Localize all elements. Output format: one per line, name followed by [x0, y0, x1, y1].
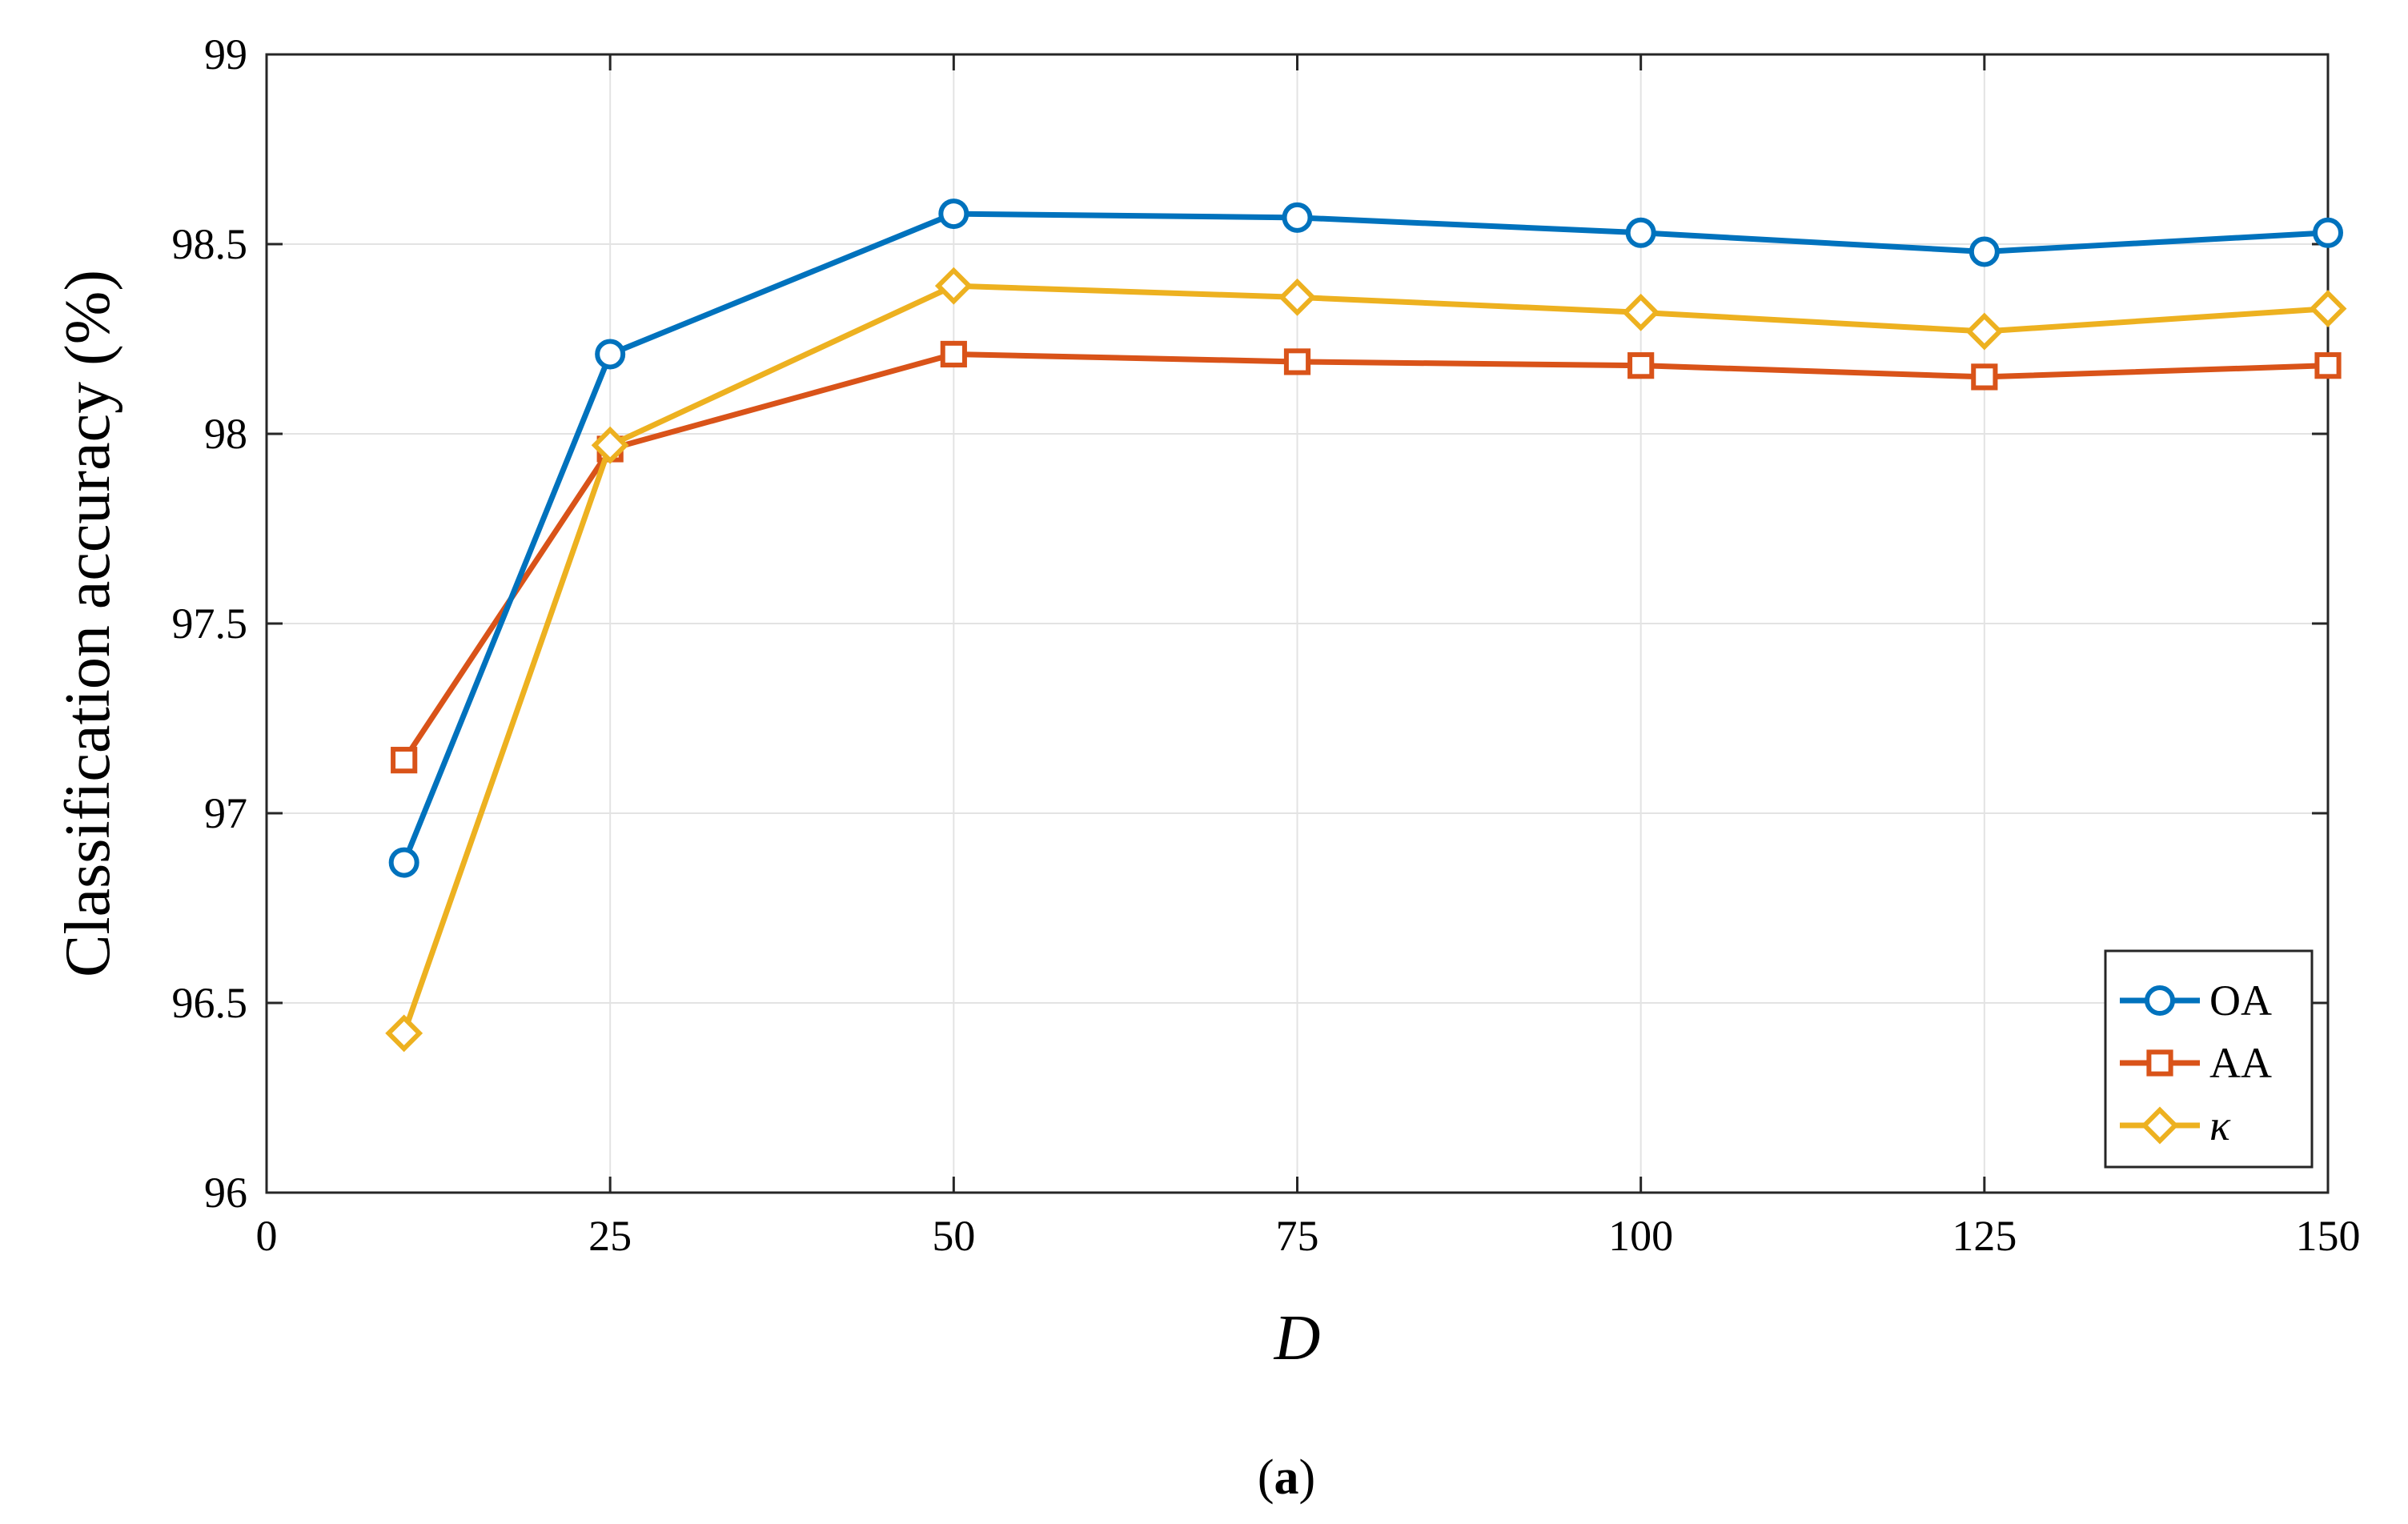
series-line: [401, 283, 2329, 1035]
data-point: [391, 747, 418, 774]
data-point: [1282, 202, 1313, 233]
y-tick-label: 99: [204, 30, 247, 78]
y-tick-label: 97: [204, 789, 247, 837]
x-tick-label: 75: [1276, 1212, 1319, 1260]
series-line: [401, 211, 2329, 864]
y-tick-label: 96.5: [172, 979, 248, 1027]
legend-item: κ: [2120, 1101, 2231, 1149]
legend-marker: [2141, 1106, 2179, 1145]
series-lines: [385, 199, 2347, 1053]
x-tick-label: 125: [1952, 1212, 2017, 1260]
x-axis-title: D: [1274, 1303, 1321, 1374]
axis-ticks: 0 25 50 75 100 125 150 96 96.5 97 97.5 98 98.5 99: [172, 30, 2361, 1260]
data-point: [1283, 348, 1311, 375]
legend-marker: [2145, 985, 2175, 1016]
data-point: [385, 1014, 423, 1053]
y-tick-label: 97.5: [172, 600, 248, 648]
y-axis-title: Classification accuracy (%): [53, 270, 123, 977]
data-point: [2313, 217, 2343, 248]
data-point: [2309, 290, 2347, 328]
legend-label: OA: [2209, 977, 2272, 1025]
legend-box: [2104, 949, 2314, 1169]
legend-marker: [2146, 1049, 2173, 1077]
x-tick-label: 150: [2296, 1212, 2361, 1260]
data-point: [1969, 236, 2000, 267]
legend-item: OA: [2120, 977, 2272, 1025]
legend: OA AA κ: [2104, 949, 2314, 1169]
legend-label: κ: [2209, 1101, 2231, 1149]
y-tick-label: 96: [204, 1169, 247, 1217]
data-point: [595, 339, 626, 370]
data-point: [1278, 278, 1316, 316]
data-point: [1622, 293, 1660, 331]
data-point: [2314, 352, 2342, 379]
legend-item: AA: [2120, 1039, 2272, 1087]
y-tick-label: 98.5: [172, 220, 248, 268]
data-point: [1625, 217, 1656, 248]
x-tick-label: 25: [588, 1212, 632, 1260]
caption-letter: a: [1274, 1450, 1299, 1505]
data-point: [1971, 363, 1998, 391]
series-oa: [388, 199, 2343, 878]
data-point: [388, 847, 419, 878]
series-kappa: [385, 267, 2347, 1053]
series-line: [401, 351, 2329, 762]
caption-close-paren: ): [1299, 1450, 1316, 1505]
x-tick-label: 50: [932, 1212, 975, 1260]
x-tick-label: 0: [256, 1212, 278, 1260]
caption-open-paren: (: [1258, 1450, 1274, 1505]
y-tick-label: 98: [204, 410, 247, 458]
data-point: [940, 340, 967, 368]
data-point: [934, 267, 973, 305]
data-point: [938, 199, 969, 230]
x-tick-label: 100: [1608, 1212, 1673, 1260]
legend-label: AA: [2209, 1039, 2272, 1087]
data-point: [591, 426, 629, 464]
data-point: [1965, 312, 2004, 351]
figure-caption: (a): [1258, 1450, 1315, 1505]
data-point: [1627, 352, 1655, 379]
